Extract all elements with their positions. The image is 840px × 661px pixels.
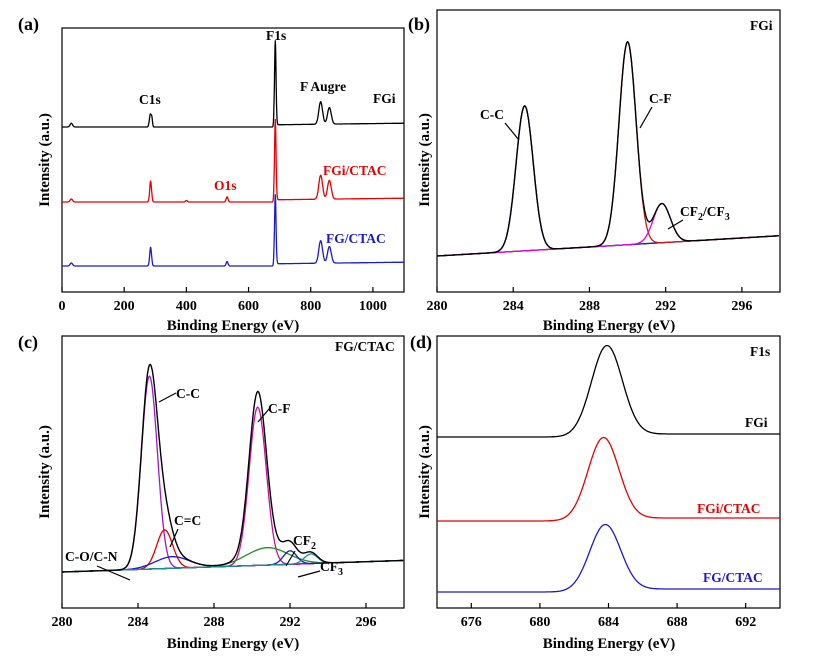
panel-c-x-ticks: 280 284 288 292 296: [52, 603, 377, 630]
annot-c-cc-arrow: [158, 392, 177, 403]
panel-a-tag: (a): [18, 14, 39, 35]
panel-c-x-tick-label: 296: [356, 615, 377, 630]
legend-d-fg-ctac: FG/CTAC: [703, 570, 763, 585]
component-c-f-line: [62, 406, 404, 573]
annot-f-auger: F Augre: [300, 79, 346, 94]
panel-c: (c) 280 284 288 292 296 Binding Energy (eV) …: [18, 332, 405, 652]
panel-c-y-axis-title: Intensity (a.u.): [37, 425, 53, 519]
annot-o1s: O1s: [214, 178, 237, 193]
panel-c-frame: [61, 335, 405, 609]
legend-d-fgi-ctac: FGi/CTAC: [697, 501, 761, 516]
panel-a-x-tick-label: 0: [59, 299, 66, 314]
panel-b-x-tick-label: 280: [427, 299, 448, 314]
annot-c-cc: C-C: [176, 386, 200, 401]
annot-b-cf2cf3: CF2/CF3: [680, 204, 730, 223]
panel-d-x-tick-label: 680: [529, 615, 550, 630]
series-d-fgi-ctac: [437, 436, 780, 522]
panel-d-x-tick-label: 676: [461, 615, 482, 630]
annot-c-cf2-arrow: [285, 550, 296, 567]
panel-a-x-tick-label: 1000: [359, 299, 387, 314]
panel-c-series: [62, 363, 404, 573]
panel-c-x-tick-label: 284: [128, 615, 149, 630]
annot-b-cc: C-C: [480, 107, 504, 122]
panel-b-x-ticks: 280 284 288 292 296: [427, 287, 752, 314]
panel-d-frame: [436, 335, 781, 609]
legend-d-fgi: FGi: [745, 415, 768, 430]
legend-fg-ctac: FG/CTAC: [326, 231, 386, 246]
panel-a-frame: [61, 27, 405, 293]
panel-c-title: FG/CTAC: [335, 339, 395, 354]
series-d-fgi: [437, 344, 780, 438]
annot-b-cf2cf3-arrow: [667, 219, 684, 230]
component-c-f-line: [436, 41, 779, 257]
panel-b-x-tick-label: 292: [655, 299, 676, 314]
component-c-c-line: [62, 375, 404, 573]
panel-d-x-tick-label: 692: [735, 615, 756, 630]
legend-fgi-ctac: FGi/CTAC: [323, 163, 387, 178]
annot-b-cc-arrow: [504, 122, 520, 141]
panel-b-series: [436, 41, 779, 257]
panel-c-x-tick-label: 288: [204, 615, 225, 630]
annot-c-cf3: CF3: [320, 559, 343, 578]
panel-d-x-tick-label: 684: [598, 615, 619, 630]
panel-d-x-axis-title: Binding Energy (eV): [543, 636, 676, 652]
panel-c-x-tick-label: 292: [280, 615, 301, 630]
panel-c-x-tick-label: 280: [52, 615, 73, 630]
panel-b-y-axis-title: Intensity (a.u.): [417, 113, 433, 207]
panel-d: (d) 676 680 684 688 692 Binding Energy (eV) …: [410, 332, 781, 652]
annot-c-cec-arrow: [169, 528, 179, 548]
panel-d-series: [437, 344, 780, 593]
annot-c1s: C1s: [139, 92, 161, 107]
panel-d-title: F1s: [750, 344, 770, 359]
series-fgi-ctac: [61, 118, 405, 203]
annot-c-cec: C=C: [174, 513, 201, 528]
annot-c-co-cn: C-O/C-N: [65, 549, 118, 564]
panel-d-x-ticks: 676 680 684 688 692: [461, 603, 756, 630]
annot-c-cf3-arrow: [297, 570, 321, 578]
series-fg-ctac: [61, 194, 405, 267]
panel-b-title: FGi: [750, 18, 773, 33]
annot-f1s: F1s: [266, 28, 286, 43]
panel-d-tag: (d): [410, 332, 432, 353]
annot-c-cf2: CF2: [293, 533, 316, 552]
annot-b-cf: C-F: [649, 91, 672, 106]
panel-b-x-tick-label: 284: [503, 299, 524, 314]
series-fgi: [61, 40, 405, 128]
panel-c-x-axis-title: Binding Energy (eV): [167, 636, 300, 652]
panel-a: (a) 0 200 400 600 800 1000 Binding Energy (eV…: [18, 14, 405, 334]
panel-c-tag: (c): [18, 332, 38, 353]
panel-b-tag: (b): [408, 14, 430, 35]
panel-c-envelope-line: [62, 363, 404, 573]
annot-b-cf-arrow: [639, 106, 653, 129]
panel-a-x-tick-label: 400: [176, 299, 197, 314]
panel-a-x-tick-label: 200: [114, 299, 135, 314]
component-c-c-line: [436, 105, 779, 257]
panel-b-envelope-line: [436, 41, 779, 257]
panel-a-x-axis-title: Binding Energy (eV): [167, 318, 300, 334]
legend-fgi: FGi: [373, 91, 396, 106]
panel-a-y-axis-title: Intensity (a.u.): [37, 113, 53, 207]
annot-c-co-cn-arrow: [96, 565, 131, 581]
panel-b-frame: [436, 9, 781, 293]
panel-b-x-axis-title: Binding Energy (eV): [543, 318, 676, 334]
panel-a-series: [61, 40, 405, 267]
panel-b: (b) 280 284 288 292 296 Binding Energy (eV) …: [408, 9, 781, 334]
panel-d-x-tick-label: 688: [667, 615, 688, 630]
panel-a-x-tick-label: 800: [300, 299, 321, 314]
panel-b-x-tick-label: 288: [579, 299, 600, 314]
panel-b-x-tick-label: 296: [731, 299, 752, 314]
annot-c-cf-arrow: [257, 408, 270, 423]
panel-d-y-axis-title: Intensity (a.u.): [417, 425, 433, 519]
annot-c-cf: C-F: [268, 401, 291, 416]
panel-a-x-ticks: 0 200 400 600 800 1000: [59, 287, 387, 314]
panel-a-x-tick-label: 600: [238, 299, 259, 314]
series-d-fg-ctac: [437, 523, 780, 593]
